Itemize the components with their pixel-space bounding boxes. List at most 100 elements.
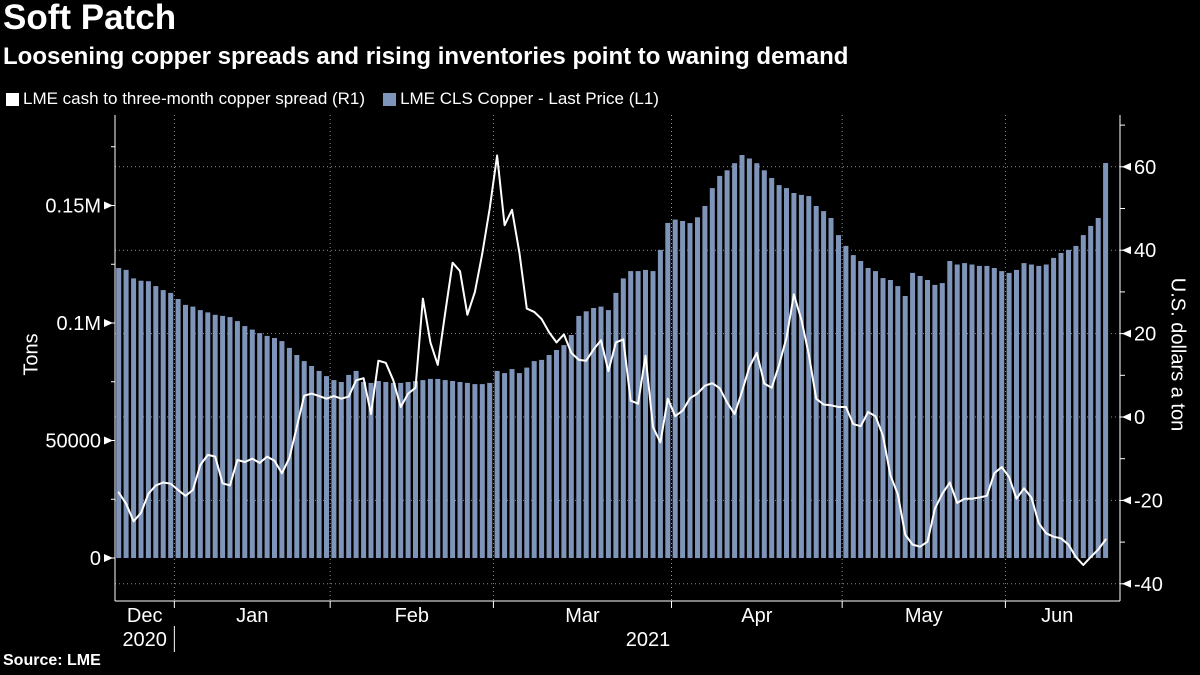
legend-item-spread: LME cash to three-month copper spread (R…	[6, 89, 365, 109]
inventory-bar	[227, 317, 233, 558]
inventory-bar	[665, 222, 671, 558]
right-tick-arrow-icon	[1122, 162, 1131, 171]
inventory-bar	[954, 264, 960, 558]
inventory-bar	[1006, 272, 1012, 558]
x-month-label: Dec	[127, 605, 163, 627]
right-tick-label: 0	[1134, 407, 1145, 429]
inventory-bar	[1073, 245, 1079, 558]
inventory-bar	[294, 355, 300, 558]
inventory-bar	[687, 223, 693, 558]
right-tick-arrow-icon	[1122, 246, 1131, 255]
inventory-bar	[175, 299, 181, 558]
inventory-bar	[962, 263, 968, 558]
inventory-bar	[138, 280, 144, 558]
inventory-bar	[472, 384, 478, 558]
inventory-bar	[1080, 235, 1086, 558]
x-month-label: May	[905, 605, 943, 627]
inventory-bar	[672, 219, 678, 558]
inventory-bar	[858, 261, 864, 558]
left-tick-label: 50000	[45, 431, 101, 453]
inventory-bar	[947, 261, 953, 558]
inventory-bar	[435, 378, 441, 558]
inventory-bar	[1095, 218, 1101, 558]
left-tick-arrow-icon	[104, 319, 113, 327]
inventory-bar	[279, 341, 285, 558]
inventory-bar	[375, 381, 381, 558]
left-tick-label: 0.15M	[45, 196, 101, 218]
inventory-bar	[183, 304, 188, 558]
inventory-bar	[450, 381, 456, 558]
x-year-label-2021: 2021	[626, 629, 671, 651]
x-month-label: Jun	[1041, 605, 1073, 627]
copper-legend-swatch-icon	[383, 92, 397, 106]
inventory-bar	[331, 380, 337, 558]
left-tick-arrow-icon	[104, 436, 113, 445]
right-tick-arrow-icon	[1122, 329, 1131, 338]
inventory-bar	[605, 310, 611, 558]
inventory-bar	[1103, 163, 1109, 558]
inventory-bar	[932, 284, 938, 558]
inventory-bar	[591, 308, 597, 558]
inventory-bar	[524, 367, 530, 558]
inventory-bar	[717, 175, 723, 558]
inventory-bar	[249, 329, 255, 558]
right-tick-arrow-icon	[1122, 496, 1131, 505]
inventory-bar	[887, 280, 893, 558]
inventory-bar	[153, 286, 159, 558]
inventory-bar	[205, 312, 211, 558]
inventory-bar	[695, 217, 700, 559]
inventory-bar	[880, 278, 886, 558]
inventory-bar	[769, 178, 775, 558]
inventory-bar	[264, 335, 270, 558]
left-tick-label: 0.1M	[57, 313, 101, 335]
inventory-bar	[969, 264, 975, 558]
inventory-bar	[1043, 264, 1049, 558]
inventory-bar	[405, 382, 411, 558]
inventory-bar	[309, 366, 315, 558]
inventory-bar	[620, 278, 626, 558]
inventory-bar	[984, 265, 990, 558]
left-tick-arrow-icon	[104, 201, 113, 210]
inventory-bar	[554, 350, 559, 558]
inventory-bar	[338, 382, 344, 558]
inventory-bar	[709, 188, 715, 558]
inventory-bar	[1036, 265, 1042, 558]
inventory-bar	[568, 335, 574, 558]
left-tick-arrow-icon	[104, 554, 113, 562]
inventory-bar	[361, 382, 367, 558]
inventory-bar	[732, 163, 738, 558]
inventory-bar	[346, 374, 352, 558]
inventory-bar	[643, 269, 648, 558]
inventory-bar	[539, 359, 545, 558]
inventory-bar	[598, 306, 604, 558]
inventory-bar	[368, 382, 374, 558]
right-tick-label: 40	[1134, 240, 1156, 262]
spread-legend-swatch-icon	[6, 92, 19, 106]
inventory-bar	[836, 235, 841, 558]
inventory-bar	[502, 373, 508, 558]
inventory-bar	[895, 286, 901, 558]
inventory-bar	[1051, 257, 1057, 558]
right-tick-arrow-icon	[1122, 579, 1131, 588]
inventory-bar	[999, 271, 1005, 558]
inventory-bar	[843, 245, 849, 558]
inventory-bar	[761, 170, 767, 559]
inventory-bar	[494, 370, 500, 558]
inventory-bar	[324, 376, 329, 558]
inventory-bar	[168, 292, 174, 558]
inventory-bar	[131, 278, 137, 558]
inventory-bar	[791, 193, 797, 558]
inventory-bar	[1014, 269, 1019, 558]
inventory-bar	[702, 206, 708, 558]
inventory-bar	[242, 326, 248, 558]
x-month-label: Mar	[565, 605, 600, 627]
inventory-bar	[123, 269, 129, 558]
inventory-bar	[776, 185, 782, 558]
inventory-bar	[798, 194, 804, 558]
inventory-bar	[724, 170, 730, 559]
inventory-bar	[917, 276, 923, 558]
inventory-bar	[353, 370, 359, 558]
left-tick-label: 0	[90, 548, 101, 570]
inventory-bar	[398, 382, 404, 558]
